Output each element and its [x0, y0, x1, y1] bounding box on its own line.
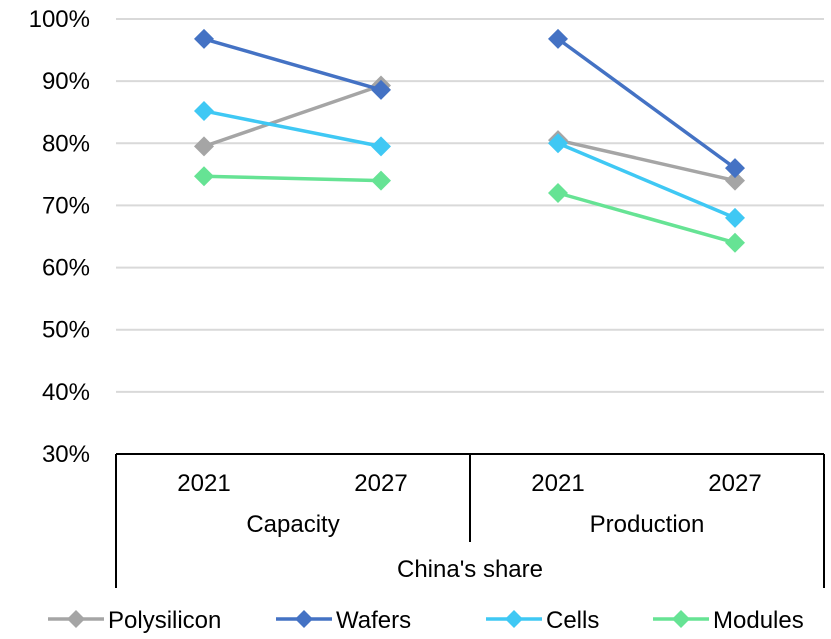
y-tick-label: 60%: [42, 255, 90, 282]
modules-line-segment: [203, 174, 382, 183]
legend-label-wafers: Wafers: [336, 607, 411, 634]
legend-item-polysilicon: Polysilicon: [48, 607, 221, 634]
legend-label-polysilicon: Polysilicon: [108, 607, 221, 634]
polysilicon-marker: [194, 136, 214, 157]
series-lines: [194, 28, 745, 253]
legend-item-cells: Cells: [486, 607, 599, 634]
wafers-marker: [194, 28, 214, 49]
legend-marker-modules: [672, 610, 690, 628]
modules-marker: [725, 232, 745, 253]
x-category-title: China's share: [397, 556, 543, 583]
legend-item-modules: Modules: [653, 607, 804, 634]
wafers-line-segment: [203, 37, 382, 92]
y-tick-label: 40%: [42, 379, 90, 406]
y-tick-label: 70%: [42, 192, 90, 219]
legend-item-wafers: Wafers: [276, 607, 411, 634]
modules-marker: [194, 166, 214, 187]
y-axis-tick-labels: 100% 90% 80% 70% 60% 50% 40% 30%: [29, 6, 90, 468]
y-tick-label: 30%: [42, 441, 90, 468]
polysilicon-line-segment: [557, 138, 736, 183]
x-tick-label: 2027: [354, 470, 407, 497]
series-wafers: [194, 28, 745, 179]
cells-marker: [194, 100, 214, 121]
x-group-label: Capacity: [246, 511, 339, 538]
cells-line-segment: [557, 141, 736, 220]
modules-line-segment: [557, 191, 736, 245]
series-cells: [194, 100, 745, 228]
x-tick-label: 2021: [177, 470, 230, 497]
y-tick-label: 50%: [42, 317, 90, 344]
polysilicon-marker: [725, 170, 745, 191]
y-tick-label: 90%: [42, 68, 90, 95]
modules-marker: [548, 183, 568, 203]
wafers-line-segment: [556, 37, 737, 170]
cells-marker: [371, 136, 391, 157]
legend-marker-cells: [505, 610, 523, 628]
x-group-label: Production: [590, 511, 705, 538]
y-tick-label: 100%: [29, 6, 90, 33]
cells-marker: [725, 207, 745, 228]
x-tick-label: 2021: [531, 470, 584, 497]
legend-marker-wafers: [295, 610, 313, 628]
wafers-marker: [725, 158, 745, 179]
cells-marker: [548, 133, 568, 154]
wafers-marker: [371, 79, 391, 100]
y-tick-label: 80%: [42, 130, 90, 157]
legend-marker-polysilicon: [67, 610, 85, 628]
modules-marker: [371, 170, 391, 191]
series-polysilicon: [194, 75, 745, 191]
cells-line-segment: [203, 109, 382, 149]
wafers-marker: [548, 28, 568, 49]
series-modules: [194, 166, 745, 253]
category-axis: 2021 2027 2021 2027 Capacity Production China'…: [115, 453, 825, 588]
legend-label-modules: Modules: [713, 607, 804, 634]
gridlines: [116, 18, 824, 393]
polysilicon-line-segment: [203, 83, 382, 149]
legend: Polysilicon Wafers Cells Modules: [48, 607, 804, 634]
legend-label-cells: Cells: [546, 607, 599, 634]
x-tick-label: 2027: [708, 470, 761, 497]
